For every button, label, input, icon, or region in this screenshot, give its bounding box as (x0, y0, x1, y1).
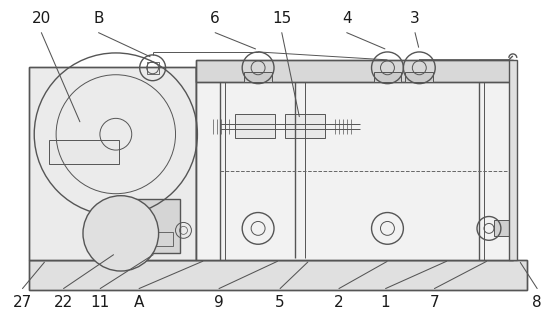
Text: 2: 2 (334, 295, 344, 310)
Bar (155, 232, 172, 246)
Text: 3: 3 (410, 11, 420, 26)
Bar (49, 140, 119, 164)
Bar (147, 62, 158, 74)
Bar (373, 72, 401, 82)
Bar (405, 72, 433, 82)
Circle shape (83, 196, 158, 271)
Bar (29, 67, 196, 260)
Bar (244, 72, 272, 82)
Text: 1: 1 (381, 295, 391, 310)
Text: B: B (93, 11, 104, 26)
Text: 7: 7 (430, 295, 439, 310)
Bar (111, 232, 129, 246)
Bar (509, 60, 517, 260)
Text: 4: 4 (342, 11, 352, 26)
Bar (494, 220, 512, 236)
Bar (196, 67, 513, 260)
Bar (29, 260, 527, 290)
Text: 5: 5 (275, 295, 285, 310)
Text: 22: 22 (54, 295, 73, 310)
Bar (235, 115, 275, 138)
Text: A: A (134, 295, 145, 310)
Bar (29, 67, 196, 260)
Text: 6: 6 (210, 11, 220, 26)
Text: 9: 9 (214, 295, 224, 310)
Bar (29, 260, 527, 290)
Bar (106, 199, 180, 253)
Text: 15: 15 (272, 11, 291, 26)
Text: 20: 20 (32, 11, 51, 26)
Text: 8: 8 (532, 295, 542, 310)
Text: 27: 27 (13, 295, 32, 310)
Bar (196, 67, 513, 260)
Text: 11: 11 (90, 295, 110, 310)
Bar (196, 60, 513, 82)
Bar (285, 115, 325, 138)
Bar (133, 232, 151, 246)
Bar (196, 60, 513, 82)
